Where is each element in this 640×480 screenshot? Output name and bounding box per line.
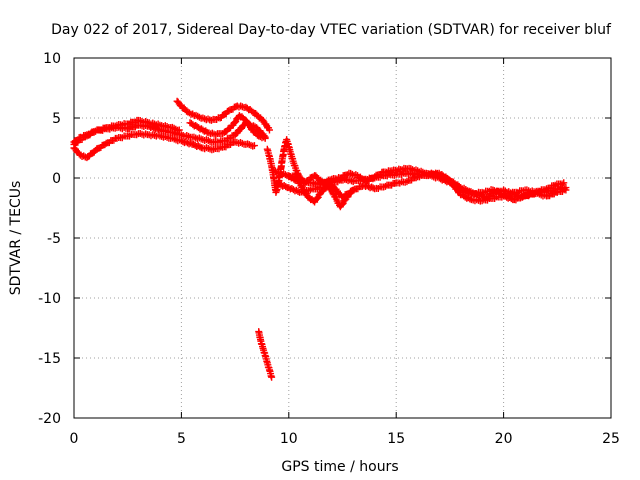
chart-title: Day 022 of 2017, Sidereal Day-to-day VTE… [51, 22, 612, 38]
x-tick-label: 25 [602, 431, 620, 447]
x-tick-label: 20 [495, 431, 513, 447]
data-point [507, 195, 515, 203]
data-point [187, 139, 195, 147]
series-track-d [173, 97, 273, 134]
data-point [381, 182, 389, 190]
y-tick-label: 10 [43, 51, 61, 67]
x-tick-label: 10 [280, 431, 298, 447]
series-track-j [291, 169, 357, 211]
x-tick-label: 0 [70, 431, 79, 447]
x-axis-title: GPS time / hours [281, 459, 398, 475]
data-point [175, 126, 183, 134]
data-point [261, 134, 269, 142]
data-point [237, 102, 245, 110]
data-point [245, 141, 253, 149]
y-tick-label: -10 [38, 291, 61, 307]
data-point [291, 169, 299, 177]
data-point [412, 174, 420, 182]
data-point [260, 133, 268, 141]
data-point [403, 178, 411, 186]
data-point [282, 183, 290, 191]
data-point [207, 116, 215, 124]
data-point [185, 109, 193, 117]
y-tick-label: -15 [38, 351, 61, 367]
data-point [91, 127, 99, 135]
data-points [70, 97, 570, 381]
data-point [268, 373, 276, 381]
series-track-b [70, 130, 258, 162]
x-tick-label: 15 [387, 431, 405, 447]
data-point [196, 143, 204, 151]
grid [74, 58, 611, 418]
y-tick-label: 5 [52, 111, 61, 127]
data-point [562, 186, 570, 194]
data-point [199, 114, 207, 122]
data-point [273, 168, 281, 176]
series-track-c [70, 116, 183, 146]
y-axis-title: SDTVAR / TECUs [8, 181, 24, 296]
data-point [349, 186, 357, 194]
data-point [285, 184, 293, 192]
data-point [265, 126, 273, 134]
data-point [212, 131, 220, 139]
data-point [560, 179, 568, 187]
series-track-e [186, 112, 269, 142]
y-tick-label: -20 [38, 411, 61, 427]
axis-ticks: 0 5 10 15 20 25 10 5 0 -5 -10 -15 -20 [38, 51, 620, 447]
data-point [250, 142, 258, 150]
y-tick-label: -5 [47, 231, 61, 247]
series-track-k [255, 328, 276, 381]
y-tick-label: 0 [52, 171, 61, 187]
x-tick-label: 5 [177, 431, 186, 447]
